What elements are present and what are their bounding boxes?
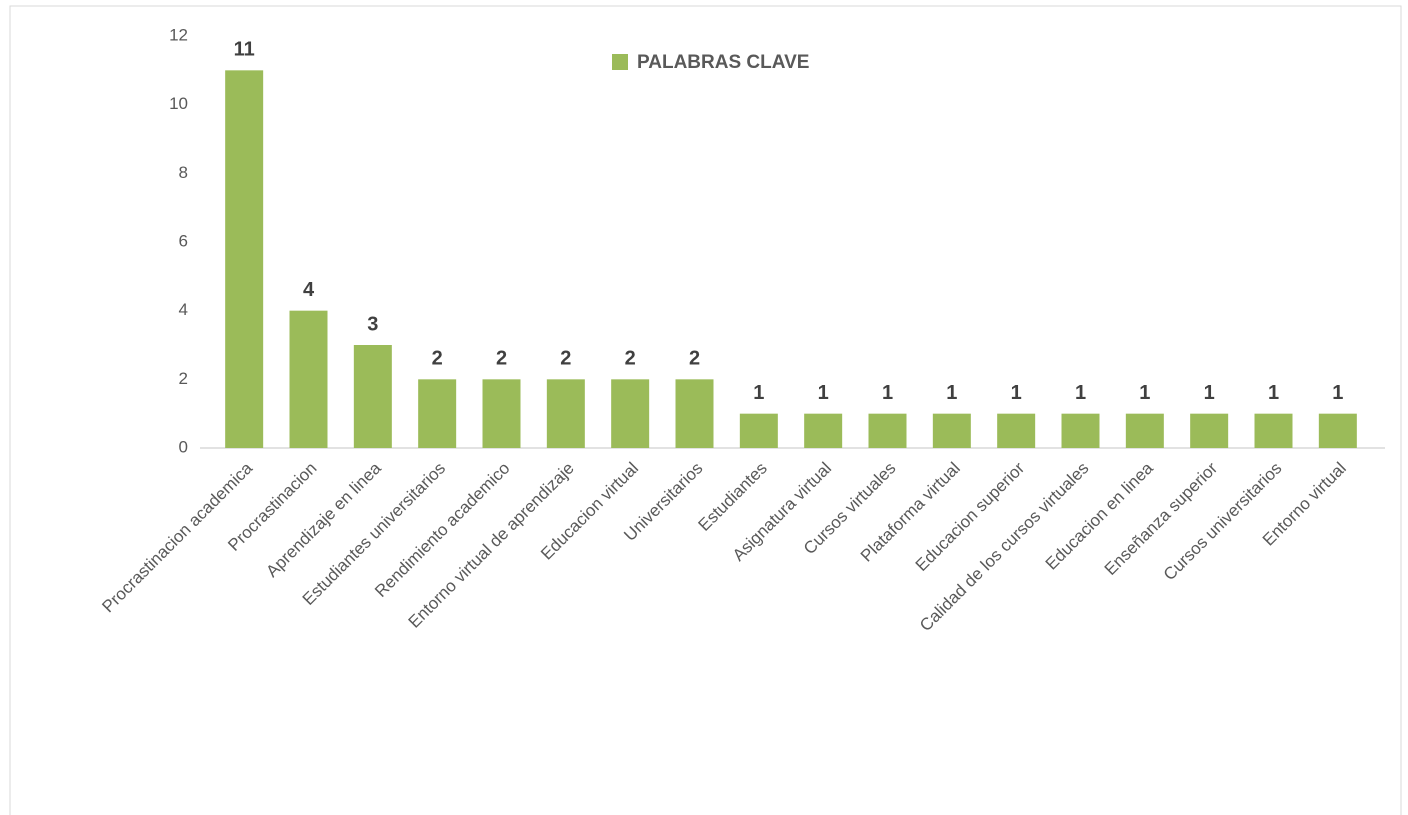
y-tick-label: 2 xyxy=(179,369,188,388)
bar xyxy=(546,379,585,448)
bar xyxy=(997,413,1036,448)
data-label: 11 xyxy=(234,39,255,61)
data-label: 1 xyxy=(1139,382,1150,404)
bar xyxy=(1190,413,1229,448)
bar xyxy=(482,379,521,448)
legend-label: PALABRAS CLAVE xyxy=(637,52,809,73)
bar xyxy=(675,379,714,448)
x-tick-label: Educacion en linea xyxy=(1042,458,1157,573)
x-tick-label: Educacion superior xyxy=(912,458,1029,575)
bar xyxy=(868,413,907,448)
data-label: 1 xyxy=(818,382,829,404)
bar xyxy=(1125,413,1164,448)
data-label: 1 xyxy=(946,382,957,404)
data-label: 1 xyxy=(1204,382,1215,404)
x-tick-label: Enseñanza superior xyxy=(1101,458,1222,579)
data-label: 1 xyxy=(882,382,893,404)
x-tick-label: Aprendizaje en linea xyxy=(262,458,385,581)
data-label: 1 xyxy=(753,382,764,404)
bar xyxy=(739,413,778,448)
data-label: 2 xyxy=(560,348,571,370)
bar xyxy=(804,413,843,448)
data-label: 1 xyxy=(1011,382,1022,404)
y-tick-label: 10 xyxy=(169,94,188,113)
data-label: 1 xyxy=(1268,382,1279,404)
y-tick-label: 12 xyxy=(169,25,188,44)
data-label: 1 xyxy=(1075,382,1086,404)
bar xyxy=(611,379,650,448)
data-label: 4 xyxy=(303,279,315,301)
y-tick-label: 0 xyxy=(179,437,188,456)
bar xyxy=(353,345,392,448)
legend-swatch xyxy=(612,54,628,70)
bar xyxy=(289,310,328,448)
bar xyxy=(1318,413,1357,448)
bar xyxy=(418,379,457,448)
bar xyxy=(1061,413,1100,448)
y-tick-label: 8 xyxy=(179,163,188,182)
y-tick-label: 4 xyxy=(179,300,188,319)
y-tick-label: 6 xyxy=(179,231,188,250)
x-tick-label: Cursos universitarios xyxy=(1160,459,1286,585)
data-label: 2 xyxy=(689,348,700,370)
bar xyxy=(225,70,264,448)
data-label: 2 xyxy=(625,348,636,370)
data-label: 3 xyxy=(367,313,378,335)
bar xyxy=(932,413,971,448)
data-label: 2 xyxy=(496,348,507,370)
data-label: 2 xyxy=(432,348,443,370)
data-label: 1 xyxy=(1332,382,1343,404)
chart-frame xyxy=(9,5,1402,815)
bar xyxy=(1254,413,1293,448)
